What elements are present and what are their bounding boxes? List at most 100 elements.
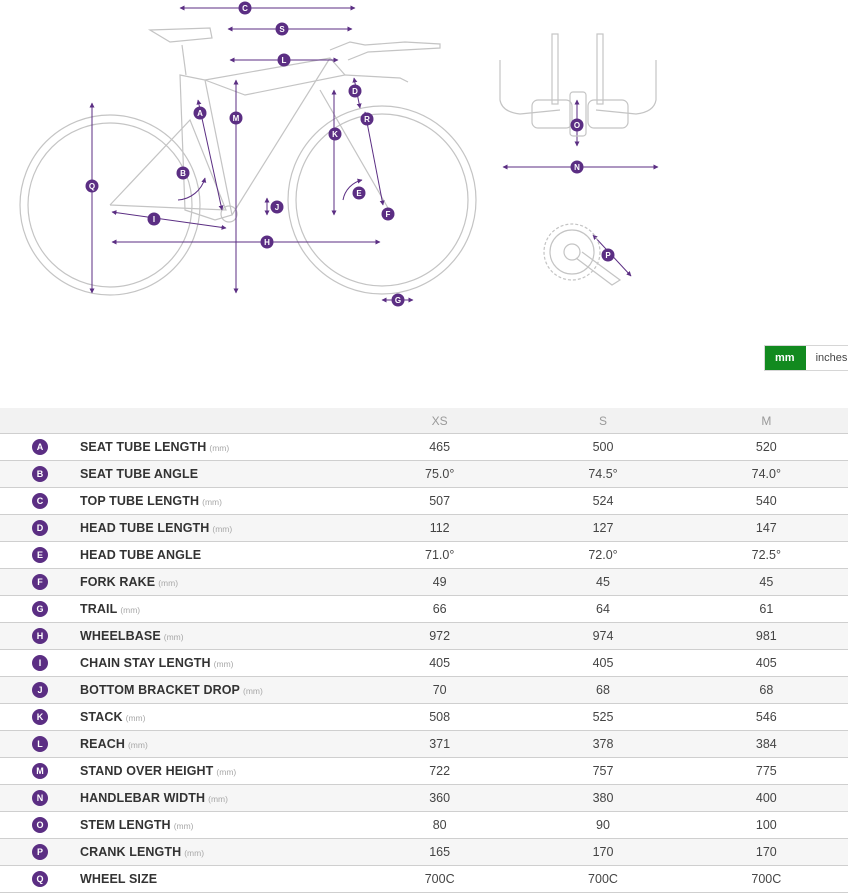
unit-toggle: mm inches <box>764 345 848 371</box>
measurement-name: STACK <box>80 710 123 724</box>
measurement-unit: (mm) <box>202 497 222 507</box>
measurement-unit: (mm) <box>125 713 146 723</box>
measurement-name: TRAIL <box>80 602 118 616</box>
measurement-badge: G <box>32 601 48 617</box>
diagram-label-f: F <box>381 207 395 221</box>
diagram-label-a: A <box>193 106 207 120</box>
header-name-col <box>80 408 358 434</box>
diagram-label-q: Q <box>85 179 99 193</box>
measurement-badge: K <box>32 709 48 725</box>
value-m: 68 <box>684 676 848 704</box>
table-row: O STEM LENGTH (mm) 80 90 100 <box>0 811 848 839</box>
row-name-cell: HEAD TUBE LENGTH (mm) <box>80 514 358 542</box>
value-m: 61 <box>684 595 848 623</box>
row-badge-cell: E <box>0 541 80 569</box>
value-m: 384 <box>684 730 848 758</box>
row-badge-cell: L <box>0 730 80 758</box>
row-name-cell: CRANK LENGTH (mm) <box>80 838 358 866</box>
svg-text:N: N <box>574 163 580 172</box>
header-size-s: S <box>521 408 685 434</box>
measurement-unit: (mm) <box>120 605 141 615</box>
svg-text:I: I <box>153 215 155 224</box>
measurement-badge: L <box>32 736 48 752</box>
value-s: 500 <box>521 433 685 461</box>
diagram-label-o: O <box>570 118 584 132</box>
svg-text:R: R <box>364 115 370 124</box>
table-row: A SEAT TUBE LENGTH (mm) 465 500 520 <box>0 433 848 461</box>
value-m: 400 <box>684 784 848 812</box>
header-badge-col <box>0 408 80 434</box>
value-xs: 75.0° <box>358 460 522 488</box>
value-m: 700C <box>684 865 848 893</box>
measurement-badge: D <box>32 520 48 536</box>
value-m: 540 <box>684 487 848 515</box>
value-xs: 165 <box>358 838 522 866</box>
table-row: P CRANK LENGTH (mm) 165 170 170 <box>0 838 848 866</box>
svg-text:D: D <box>352 87 358 96</box>
svg-text:M: M <box>233 114 240 123</box>
value-s: 90 <box>521 811 685 839</box>
diagram-label-i: I <box>147 212 161 226</box>
value-xs: 70 <box>358 676 522 704</box>
table-row: M STAND OVER HEIGHT (mm) 722 757 775 <box>0 757 848 785</box>
value-m: 45 <box>684 568 848 596</box>
row-name-cell: STAND OVER HEIGHT (mm) <box>80 757 358 785</box>
value-s: 380 <box>521 784 685 812</box>
unit-mm-button[interactable]: mm <box>765 346 806 370</box>
measurement-name: SEAT TUBE ANGLE <box>80 467 199 481</box>
value-xs: 972 <box>358 622 522 650</box>
value-m: 546 <box>684 703 848 731</box>
value-m: 72.5° <box>684 541 848 569</box>
svg-text:F: F <box>386 210 391 219</box>
measurement-badge: A <box>32 439 48 455</box>
value-s: 72.0° <box>521 541 685 569</box>
diagram-label-e: E <box>352 186 366 200</box>
row-badge-cell: C <box>0 487 80 515</box>
row-badge-cell: O <box>0 811 80 839</box>
unit-inches-button[interactable]: inches <box>815 352 848 364</box>
diagram-label-b: B <box>176 166 190 180</box>
diagram-label-d: D <box>348 84 362 98</box>
diagram-label-h: H <box>260 235 274 249</box>
row-badge-cell: Q <box>0 865 80 893</box>
value-s: 64 <box>521 595 685 623</box>
diagram-label-r: R <box>360 112 374 126</box>
value-xs: 700C <box>358 865 522 893</box>
row-name-cell: TOP TUBE LENGTH (mm) <box>80 487 358 515</box>
measurement-badge: P <box>32 844 48 860</box>
header-size-xs: XS <box>358 408 522 434</box>
measurement-name: HEAD TUBE LENGTH <box>80 521 210 535</box>
label-layer: A B C D E F G H I J K L M Q R S N O P <box>85 1 615 307</box>
value-s: 127 <box>521 514 685 542</box>
row-badge-cell: H <box>0 622 80 650</box>
table-row: E HEAD TUBE ANGLE 71.0° 72.0° 72.5° <box>0 541 848 569</box>
svg-text:G: G <box>395 296 401 305</box>
row-name-cell: HANDLEBAR WIDTH (mm) <box>80 784 358 812</box>
measurement-unit: (mm) <box>208 794 228 804</box>
value-s: 68 <box>521 676 685 704</box>
value-xs: 722 <box>358 757 522 785</box>
table-row: H WHEELBASE (mm) 972 974 981 <box>0 622 848 650</box>
row-name-cell: HEAD TUBE ANGLE <box>80 541 358 569</box>
value-xs: 508 <box>358 703 522 731</box>
row-badge-cell: G <box>0 595 80 623</box>
measurement-name: STEM LENGTH <box>80 818 171 832</box>
diagram-label-l: L <box>277 53 291 67</box>
table-row: K STACK (mm) 508 525 546 <box>0 703 848 731</box>
measurement-badge: B <box>32 466 48 482</box>
measurement-name: STAND OVER HEIGHT <box>80 764 214 778</box>
row-name-cell: SEAT TUBE ANGLE <box>80 460 358 488</box>
diagram-label-g: G <box>391 293 405 307</box>
value-s: 974 <box>521 622 685 650</box>
svg-text:C: C <box>242 4 248 13</box>
value-s: 378 <box>521 730 685 758</box>
measurement-badge: F <box>32 574 48 590</box>
measurement-name: WHEEL SIZE <box>80 872 158 886</box>
measurement-name: CRANK LENGTH <box>80 845 182 859</box>
diagram-label-c: C <box>238 1 252 15</box>
value-xs: 371 <box>358 730 522 758</box>
value-s: 524 <box>521 487 685 515</box>
measurement-unit: (mm) <box>173 821 194 831</box>
svg-text:S: S <box>279 25 285 34</box>
measurement-name: SEAT TUBE LENGTH <box>80 440 207 454</box>
